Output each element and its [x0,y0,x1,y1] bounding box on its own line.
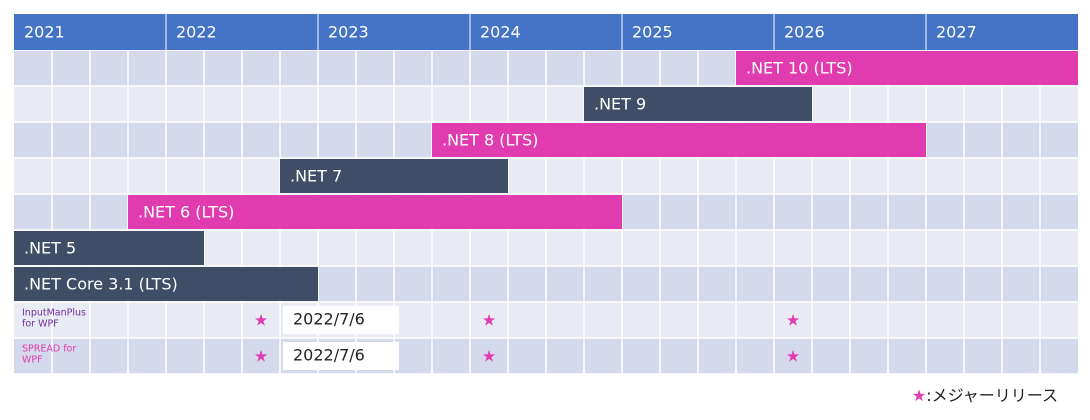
task-bar [128,195,622,229]
year-label: 2024 [480,23,521,42]
task-label: .NET 6 (LTS) [138,203,234,222]
year-label: 2026 [784,23,825,42]
legend-text: :メジャーリリース [926,386,1058,405]
task-bar [280,159,508,193]
milestone-label: for WPF [22,319,59,330]
task-bar [736,51,1078,85]
release-star: ★ [786,311,800,330]
milestone-label: SPREAD for [22,344,76,355]
date-label: 2022/7/6 [293,310,365,329]
task-label: .NET 9 [594,95,646,114]
release-star: ★ [482,347,496,366]
date-label: 2022/7/6 [293,346,365,365]
year-label: 2021 [24,23,65,42]
release-star: ★ [254,311,268,330]
legend-symbol: ★ [912,386,926,405]
legend: ★:メジャーリリース [912,386,1058,405]
year-label: 2023 [328,23,369,42]
task-label: .NET Core 3.1 (LTS) [24,275,178,294]
task-bar [14,231,204,265]
year-label: 2027 [936,23,977,42]
task-bar [584,87,812,121]
task-label: .NET 10 (LTS) [746,59,853,78]
date-box [283,306,399,334]
year-label: 2022 [176,23,217,42]
task-label: .NET 7 [290,167,342,186]
task-label: .NET 5 [24,239,76,258]
task-label: .NET 8 (LTS) [442,131,538,150]
milestone-label: InputManPlus [22,308,86,319]
milestone-label: WPF [22,355,43,366]
date-box [283,342,399,370]
year-label: 2025 [632,23,673,42]
release-star: ★ [254,347,268,366]
header [14,14,1078,50]
release-star: ★ [786,347,800,366]
task-bar [14,267,318,301]
task-bar [432,123,926,157]
release-star: ★ [482,311,496,330]
